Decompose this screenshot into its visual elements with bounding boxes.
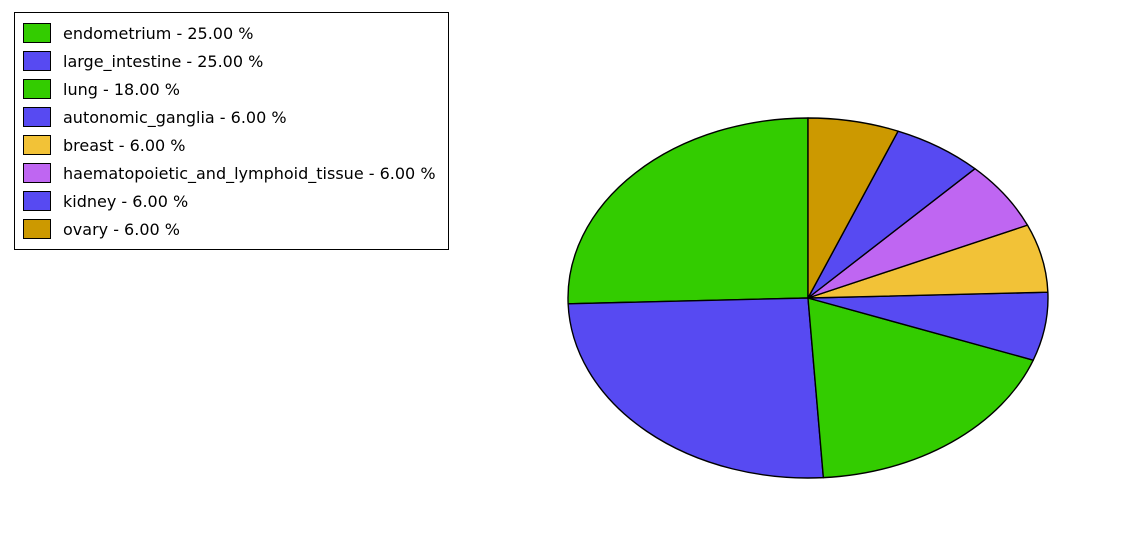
legend-item-breast: breast - 6.00 %: [23, 131, 436, 159]
legend-label-kidney: kidney - 6.00 %: [63, 192, 188, 211]
legend-item-large_intestine: large_intestine - 25.00 %: [23, 47, 436, 75]
legend-swatch-endometrium: [23, 23, 51, 43]
legend: endometrium - 25.00 % large_intestine - 2…: [14, 12, 449, 250]
legend-label-ovary: ovary - 6.00 %: [63, 220, 180, 239]
legend-swatch-ovary: [23, 219, 51, 239]
legend-swatch-large_intestine: [23, 51, 51, 71]
legend-item-ovary: ovary - 6.00 %: [23, 215, 436, 243]
legend-swatch-kidney: [23, 191, 51, 211]
legend-item-autonomic_ganglia: autonomic_ganglia - 6.00 %: [23, 103, 436, 131]
legend-label-endometrium: endometrium - 25.00 %: [63, 24, 253, 43]
legend-item-haematopoietic_and_lymphoid_tissue: haematopoietic_and_lymphoid_tissue - 6.0…: [23, 159, 436, 187]
pie-chart-figure: endometrium - 25.00 % large_intestine - 2…: [0, 0, 1134, 538]
legend-swatch-breast: [23, 135, 51, 155]
pie-slice-large_intestine: [568, 298, 823, 478]
legend-label-haematopoietic_and_lymphoid_tissue: haematopoietic_and_lymphoid_tissue - 6.0…: [63, 164, 436, 183]
legend-swatch-autonomic_ganglia: [23, 107, 51, 127]
legend-item-kidney: kidney - 6.00 %: [23, 187, 436, 215]
legend-label-large_intestine: large_intestine - 25.00 %: [63, 52, 263, 71]
legend-swatch-lung: [23, 79, 51, 99]
legend-label-lung: lung - 18.00 %: [63, 80, 180, 99]
legend-item-endometrium: endometrium - 25.00 %: [23, 19, 436, 47]
legend-item-lung: lung - 18.00 %: [23, 75, 436, 103]
legend-label-autonomic_ganglia: autonomic_ganglia - 6.00 %: [63, 108, 287, 127]
pie-plot: [566, 116, 1050, 480]
legend-label-breast: breast - 6.00 %: [63, 136, 186, 155]
pie-slice-endometrium: [568, 118, 808, 304]
legend-swatch-haematopoietic_and_lymphoid_tissue: [23, 163, 51, 183]
